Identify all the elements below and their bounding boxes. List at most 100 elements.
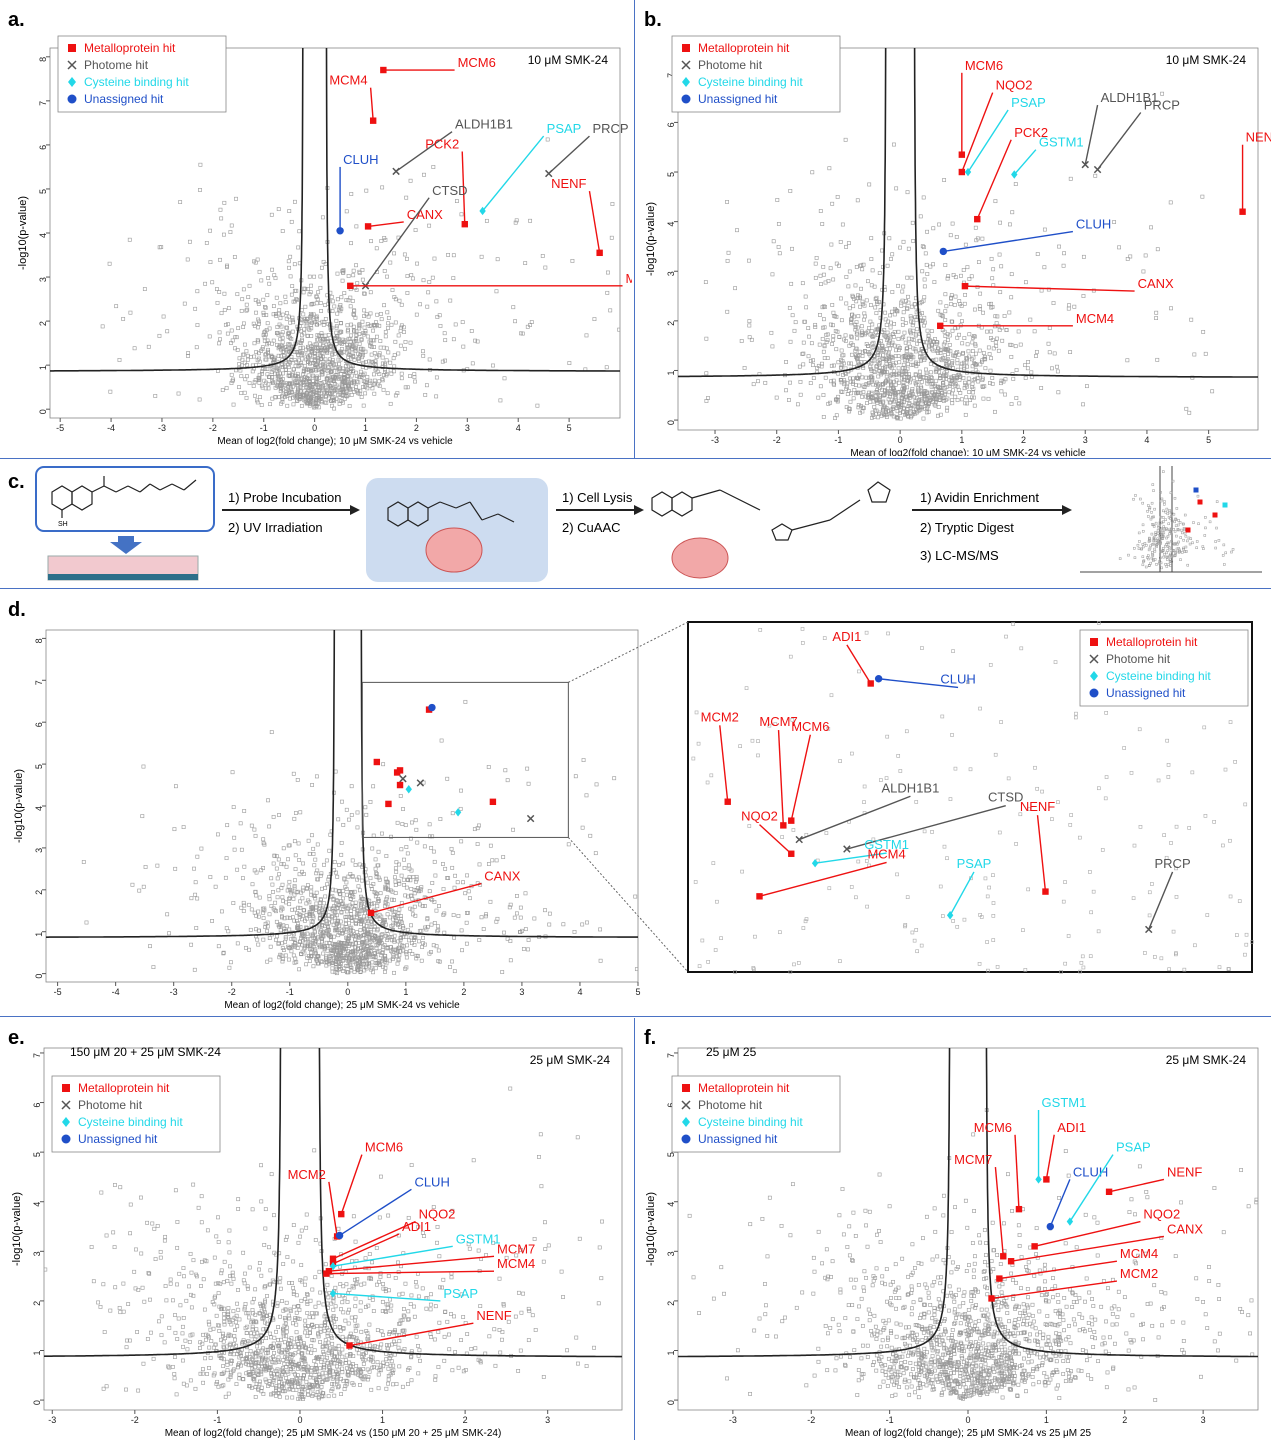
protein-point <box>369 800 372 803</box>
protein-point <box>310 886 313 889</box>
mini-point <box>1137 544 1139 546</box>
protein-point <box>444 339 447 342</box>
protein-point <box>1193 353 1196 356</box>
protein-point <box>902 311 905 314</box>
protein-point <box>420 959 423 962</box>
protein-point <box>888 347 891 350</box>
protein-point <box>403 253 406 256</box>
mini-point <box>1151 502 1153 504</box>
protein-point <box>426 305 429 308</box>
mini-point <box>1154 508 1156 510</box>
protein-point <box>301 897 304 900</box>
protein-point <box>284 301 287 304</box>
protein-point <box>366 881 369 884</box>
protein-point <box>802 363 805 366</box>
protein-point <box>338 362 341 365</box>
protein-point <box>1057 245 1060 248</box>
protein-point <box>229 961 232 964</box>
panel-label-d: d. <box>8 599 26 621</box>
protein-point <box>527 782 530 785</box>
protein-point <box>274 938 277 941</box>
protein-point <box>272 862 275 865</box>
protein-point <box>281 331 284 334</box>
protein-point <box>811 359 814 362</box>
protein-point <box>790 247 793 250</box>
protein-point <box>227 307 230 310</box>
protein-point <box>966 266 969 269</box>
protein-point <box>771 273 774 276</box>
protein-point <box>148 945 151 948</box>
mini-point <box>1216 501 1218 503</box>
protein-point <box>284 954 287 957</box>
protein-point <box>401 822 404 825</box>
protein-point <box>901 318 904 321</box>
protein-point <box>465 942 468 945</box>
protein-point <box>380 318 383 321</box>
protein-point <box>895 187 898 190</box>
protein-point <box>233 255 236 258</box>
hit-marker-inset-mcm2 <box>725 799 731 805</box>
protein-point <box>960 398 963 401</box>
protein-point <box>1211 390 1214 393</box>
protein-point <box>433 921 436 924</box>
protein-point <box>634 895 637 898</box>
protein-point <box>1052 301 1055 304</box>
protein-point <box>174 867 177 870</box>
mini-point <box>1177 528 1179 530</box>
protein-point <box>287 260 290 263</box>
protein-point <box>294 854 297 857</box>
protein-point <box>341 279 344 282</box>
protein-point <box>394 867 397 870</box>
protein-point <box>262 838 265 841</box>
protein-point <box>908 401 911 404</box>
protein-point <box>831 202 834 205</box>
protein-point <box>291 284 294 287</box>
protein-point <box>849 392 852 395</box>
mini-hit <box>1213 513 1218 518</box>
protein-point <box>544 266 547 269</box>
protein-point <box>854 284 857 287</box>
hit-marker-legend-circle <box>68 95 77 104</box>
protein-point <box>854 349 857 352</box>
protein-point <box>424 393 427 396</box>
protein-shape <box>426 528 482 572</box>
y-axis-label: -log10(p-value) <box>13 769 25 843</box>
protein-point <box>907 337 910 340</box>
protein-point <box>1043 266 1046 269</box>
protein-point <box>939 301 942 304</box>
protein-point <box>964 413 967 416</box>
protein-point <box>379 892 382 895</box>
protein-point <box>451 851 454 854</box>
protein-point <box>426 918 429 921</box>
protein-point <box>262 866 265 869</box>
protein-point <box>225 857 228 860</box>
protein-point <box>406 274 409 277</box>
protein-point <box>1053 352 1056 355</box>
protein-point <box>312 965 315 968</box>
hit-marker-aldh1b1 <box>400 776 406 782</box>
mini-point <box>1155 522 1157 524</box>
protein-point <box>292 403 295 406</box>
protein-point <box>225 387 228 390</box>
mini-hit <box>1198 500 1203 505</box>
protein-point <box>198 398 201 401</box>
protein-point <box>924 368 927 371</box>
inset-label-psap: PSAP <box>957 856 992 871</box>
hit-label-psap: PSAP <box>547 121 582 136</box>
protein-point <box>801 282 804 285</box>
y-tick-label: 6 <box>38 145 48 150</box>
mini-point <box>1223 544 1225 546</box>
x-tick-label: -2 <box>209 423 217 433</box>
step2-line1: 1) Cell Lysis <box>562 490 633 505</box>
step3-line3: 3) LC-MS/MS <box>920 548 999 563</box>
protein-point <box>402 858 405 861</box>
protein-point <box>242 288 245 291</box>
protein-point <box>363 326 366 329</box>
protein-point <box>253 324 256 327</box>
x-tick-label: 0 <box>345 987 350 997</box>
protein-point <box>371 961 374 964</box>
protein-point <box>253 342 256 345</box>
y-tick-label: 1 <box>34 932 44 937</box>
protein-point <box>85 921 88 924</box>
